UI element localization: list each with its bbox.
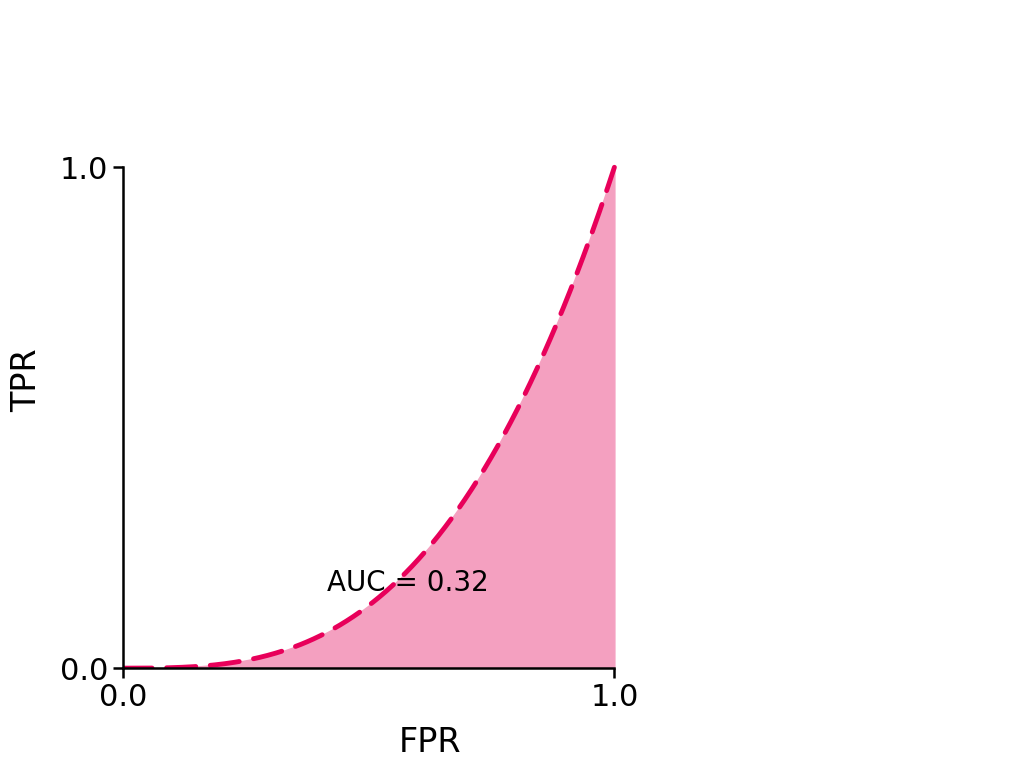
Text: AUC = 0.32: AUC = 0.32: [327, 569, 488, 597]
X-axis label: FPR: FPR: [398, 726, 462, 759]
Y-axis label: TPR: TPR: [10, 348, 43, 412]
